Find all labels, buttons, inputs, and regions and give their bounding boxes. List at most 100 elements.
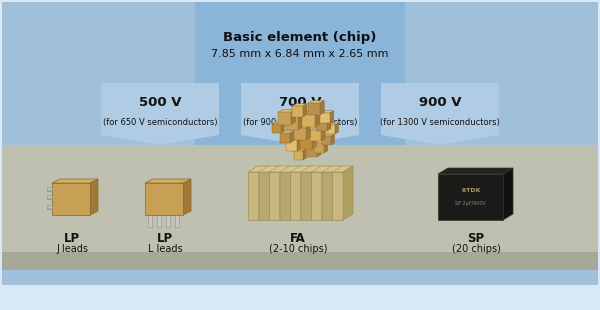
Bar bbox=[280, 133, 290, 143]
Polygon shape bbox=[272, 122, 284, 124]
Bar bbox=[145, 183, 183, 215]
Bar bbox=[157, 214, 161, 227]
Bar bbox=[52, 183, 90, 215]
Polygon shape bbox=[241, 83, 359, 145]
Bar bbox=[286, 140, 297, 151]
Text: (2-10 chips): (2-10 chips) bbox=[269, 244, 327, 254]
Polygon shape bbox=[326, 123, 338, 125]
Polygon shape bbox=[322, 134, 335, 136]
Bar bbox=[332, 172, 343, 220]
Text: LP: LP bbox=[64, 232, 80, 245]
Bar bbox=[47, 187, 52, 191]
Polygon shape bbox=[286, 138, 301, 140]
Bar bbox=[314, 143, 324, 153]
Bar bbox=[47, 190, 52, 191]
Polygon shape bbox=[335, 123, 338, 134]
Bar bbox=[175, 214, 179, 227]
Polygon shape bbox=[306, 144, 321, 146]
Polygon shape bbox=[280, 131, 294, 133]
Polygon shape bbox=[290, 109, 296, 125]
Polygon shape bbox=[286, 116, 302, 118]
Polygon shape bbox=[145, 179, 191, 183]
Polygon shape bbox=[297, 138, 301, 151]
Polygon shape bbox=[303, 104, 307, 117]
Polygon shape bbox=[300, 135, 316, 137]
Polygon shape bbox=[2, 252, 598, 272]
Polygon shape bbox=[321, 128, 325, 141]
Polygon shape bbox=[405, 2, 598, 210]
Polygon shape bbox=[306, 126, 310, 140]
Polygon shape bbox=[183, 179, 191, 215]
Polygon shape bbox=[320, 111, 334, 113]
Polygon shape bbox=[314, 141, 328, 143]
Polygon shape bbox=[312, 135, 316, 149]
Polygon shape bbox=[90, 179, 98, 215]
Polygon shape bbox=[438, 168, 513, 174]
Polygon shape bbox=[343, 166, 353, 220]
Bar bbox=[259, 172, 269, 220]
Text: FA: FA bbox=[290, 232, 306, 245]
Bar bbox=[47, 205, 52, 209]
Text: (for 1300 V semiconductors): (for 1300 V semiconductors) bbox=[380, 117, 500, 126]
Bar bbox=[280, 172, 290, 220]
Bar bbox=[322, 136, 331, 145]
Bar bbox=[278, 113, 290, 125]
Polygon shape bbox=[317, 144, 321, 157]
Text: LP: LP bbox=[157, 232, 173, 245]
Text: SP 2µF/900V: SP 2µF/900V bbox=[455, 202, 486, 206]
Bar bbox=[308, 103, 320, 115]
Text: (20 chips): (20 chips) bbox=[452, 244, 500, 254]
Bar bbox=[294, 128, 306, 140]
Text: ®TDK: ®TDK bbox=[460, 188, 481, 193]
Bar bbox=[286, 118, 298, 130]
Polygon shape bbox=[314, 112, 320, 127]
Polygon shape bbox=[294, 126, 310, 128]
Polygon shape bbox=[2, 165, 598, 210]
Bar bbox=[47, 198, 52, 199]
Polygon shape bbox=[2, 145, 598, 252]
Polygon shape bbox=[292, 104, 307, 106]
Polygon shape bbox=[294, 149, 307, 151]
Text: 900 V: 900 V bbox=[419, 96, 461, 109]
Polygon shape bbox=[281, 122, 284, 133]
Bar bbox=[269, 172, 279, 220]
Bar bbox=[47, 208, 52, 209]
Polygon shape bbox=[308, 100, 324, 103]
Bar bbox=[301, 172, 311, 220]
Polygon shape bbox=[316, 118, 331, 120]
Bar bbox=[148, 214, 152, 227]
Bar bbox=[306, 146, 317, 157]
Text: (for 650 V semiconductors): (for 650 V semiconductors) bbox=[103, 117, 217, 126]
Bar bbox=[166, 214, 170, 227]
Text: SP: SP bbox=[467, 232, 485, 245]
Bar bbox=[272, 124, 281, 133]
Bar bbox=[248, 172, 258, 220]
Text: 500 V: 500 V bbox=[139, 96, 181, 109]
Bar bbox=[326, 125, 335, 134]
Text: 7.85 mm x 6.84 mm x 2.65 mm: 7.85 mm x 6.84 mm x 2.65 mm bbox=[211, 49, 389, 59]
Polygon shape bbox=[320, 100, 324, 115]
Polygon shape bbox=[303, 149, 307, 160]
Text: Basic element (chip): Basic element (chip) bbox=[223, 32, 377, 45]
Text: 700 V: 700 V bbox=[279, 96, 321, 109]
Bar bbox=[294, 151, 303, 160]
Polygon shape bbox=[195, 2, 405, 165]
Text: L leads: L leads bbox=[148, 244, 182, 254]
Polygon shape bbox=[331, 134, 335, 145]
Bar bbox=[322, 172, 332, 220]
Bar bbox=[300, 137, 312, 149]
Polygon shape bbox=[298, 116, 302, 130]
Polygon shape bbox=[302, 112, 320, 114]
Text: (for 900 V semiconductors): (for 900 V semiconductors) bbox=[243, 117, 357, 126]
Polygon shape bbox=[290, 131, 294, 143]
Bar bbox=[47, 195, 52, 199]
Bar bbox=[290, 172, 300, 220]
Bar bbox=[311, 172, 322, 220]
Bar bbox=[320, 113, 330, 123]
Polygon shape bbox=[2, 2, 195, 210]
Bar bbox=[316, 120, 327, 131]
Polygon shape bbox=[503, 168, 513, 220]
Bar bbox=[292, 106, 303, 117]
Bar bbox=[2, 270, 598, 285]
Polygon shape bbox=[101, 83, 219, 145]
